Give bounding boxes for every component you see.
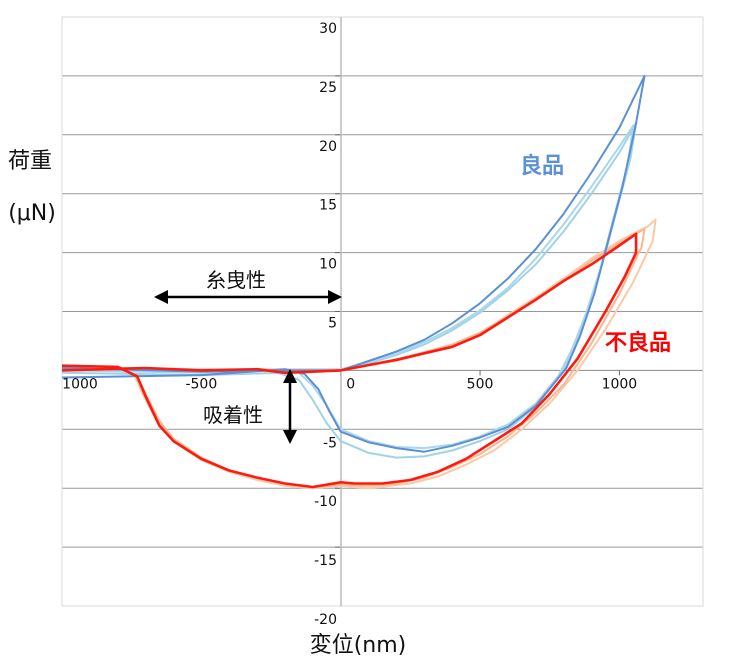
arrow-right-head (328, 290, 342, 304)
series-line (61, 74, 646, 453)
x-tick-label: -500 (185, 376, 217, 392)
adhesion-label: 吸着性 (203, 403, 263, 427)
arrow-down-head (283, 430, 297, 444)
y-tick-label: 15 (319, 198, 337, 214)
y-tick-label: 20 (319, 139, 337, 155)
arrow-up-head (283, 369, 297, 383)
good-product-label: 良品 (520, 153, 564, 179)
x-tick-label: 1000 (602, 376, 638, 392)
y-tick-label: -15 (314, 553, 337, 569)
y-tick-label: 5 (328, 316, 337, 332)
series-line (61, 232, 638, 489)
x-tick-label: 1000 (62, 376, 98, 392)
plot-frame (61, 16, 704, 607)
y-tick-label: -10 (314, 494, 337, 510)
x-axis-label: 変位(nm) (310, 633, 407, 658)
series-group (61, 74, 657, 490)
y-tick-label: 10 (319, 257, 337, 273)
defective-product-label: 不良品 (605, 330, 671, 356)
tick-labels: 30 25 20 15 10 5 -5 -10 -15 -20 1000 -500 0 500 1000 (62, 21, 637, 628)
y-axis-label-line2: (μN) (8, 201, 56, 226)
arrow-left-head (154, 290, 168, 304)
y-tick-label: 25 (319, 80, 337, 96)
stringiness-annotation: 糸曳性 (154, 268, 342, 304)
x-tick-label: 500 (467, 376, 494, 392)
y-tick-label: -5 (323, 435, 337, 451)
y-tick-label: 30 (319, 21, 337, 37)
x-tick-label: 0 (346, 376, 355, 392)
adhesion-annotation: 吸着性 (203, 369, 297, 444)
y-axis-label-line1: 荷重 (8, 149, 52, 174)
stringiness-label: 糸曳性 (206, 268, 266, 292)
y-tick-label: -20 (314, 612, 337, 628)
series-line (61, 228, 646, 488)
